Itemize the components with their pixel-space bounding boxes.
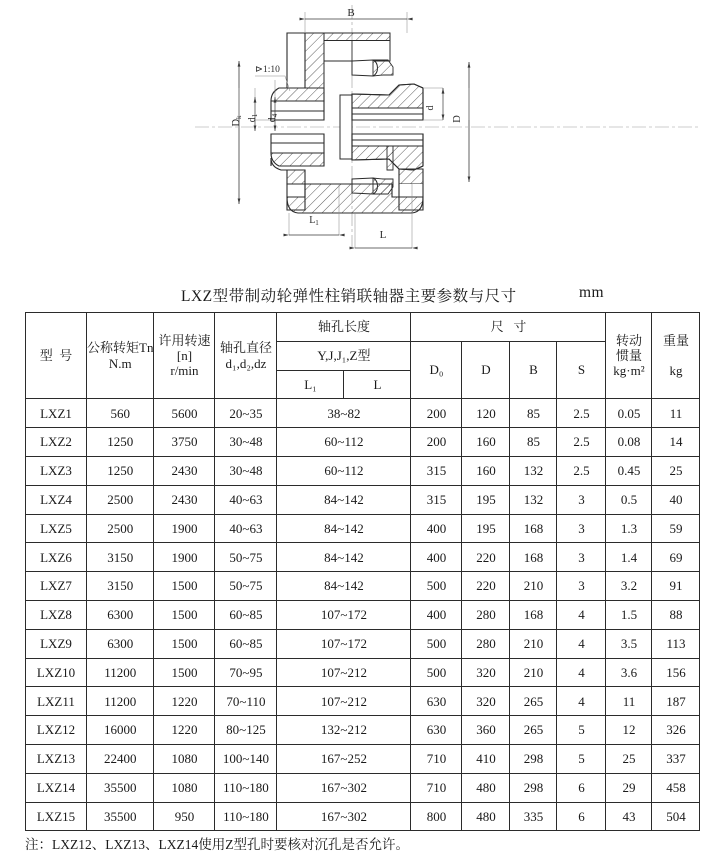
svg-text:B: B <box>347 7 354 19</box>
svg-text:d1: d1 <box>247 113 259 122</box>
svg-text:L1: L1 <box>309 215 319 227</box>
svg-text:Dk: Dk <box>231 115 243 127</box>
svg-text:d: d <box>425 106 436 111</box>
svg-text:d4: d4 <box>267 113 279 122</box>
svg-text:⊳1:10: ⊳1:10 <box>255 65 280 75</box>
svg-text:D: D <box>452 115 463 123</box>
svg-text:L: L <box>380 229 387 241</box>
